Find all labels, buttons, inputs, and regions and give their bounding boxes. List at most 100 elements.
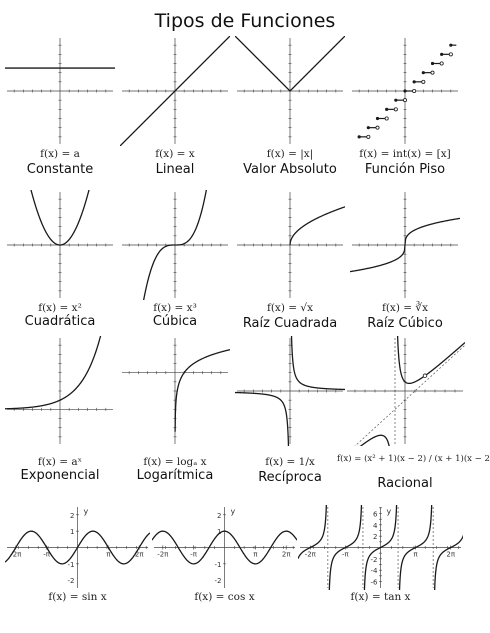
name-reciproca: Recíproca xyxy=(258,470,322,485)
graph-tangente: 6 4 2 -2 -4 -6 -2π -π π 2π y f(x) = tan x xyxy=(298,505,463,605)
plot-raiz-cuadrada xyxy=(237,192,345,298)
graph-constante: f(x) = a Constante xyxy=(5,36,115,181)
formula-racional: f(x) = (x² + 1)(x − 2) / (x + 1)(x − 2) xyxy=(337,454,490,464)
graph-cuadratica: f(x) = x² Cuadrática xyxy=(5,190,115,335)
formula-exponencial: f(x) = aˣ xyxy=(37,456,83,468)
curve-reciproca-left xyxy=(235,391,290,446)
step-open-dot xyxy=(375,125,380,130)
formula-reciproca: f(x) = 1/x xyxy=(265,456,315,468)
plot-seno: 2 1 -1 -2 -2π -π π 2π y xyxy=(5,507,150,588)
graph-exponencial: f(x) = aˣ Exponencial xyxy=(5,336,115,486)
y-tick-label: -2 xyxy=(215,577,222,585)
y-tick-label: 4 xyxy=(373,522,378,530)
formula-valor-absoluto: f(x) = |x| xyxy=(266,148,314,160)
x-tick-label: 2π xyxy=(135,551,144,559)
formula-seno: f(x) = sin x xyxy=(48,591,107,603)
name-raiz-cubica: Raíz Cúbico xyxy=(367,316,443,331)
graph-raiz-cuadrada: f(x) = √x Raíz Cuadrada xyxy=(235,190,345,335)
graph-funcion-piso: f(x) = int(x) = [x] Función Piso xyxy=(350,36,460,181)
step-open-dot xyxy=(366,134,371,139)
y-tick-label: -6 xyxy=(371,579,379,587)
step-open-dot xyxy=(403,98,408,103)
step-open-dot xyxy=(439,61,444,66)
plot-logaritmica xyxy=(122,338,230,444)
plot-cubica xyxy=(122,190,228,300)
step-closed-dot xyxy=(357,135,361,139)
curve-tangente-branch xyxy=(363,505,398,590)
formula-cuadratica: f(x) = x² xyxy=(38,302,82,314)
name-constante: Constante xyxy=(26,162,94,177)
name-cuadratica: Cuadrática xyxy=(24,314,96,329)
graph-lineal: f(x) = x Lineal xyxy=(120,36,230,181)
formula-tangente: f(x) = tan x xyxy=(350,591,411,603)
formula-coseno: f(x) = cos x xyxy=(194,591,255,603)
curve-racional-right xyxy=(396,336,465,385)
formula-cubica: f(x) = x³ xyxy=(153,302,197,314)
name-cubica: Cúbica xyxy=(152,314,198,329)
curve-lineal xyxy=(120,36,230,146)
step-closed-dot xyxy=(421,71,425,75)
x-tick-label: -π xyxy=(342,551,350,559)
plot-constante xyxy=(5,38,115,144)
curve-tangente-branch xyxy=(433,536,463,590)
curve-raiz-cubica xyxy=(350,217,460,273)
name-racional: Racional xyxy=(377,476,433,491)
curve-raiz-cuadrada xyxy=(289,206,345,246)
x-tick-label: π xyxy=(106,551,111,559)
plot-racional xyxy=(347,336,465,446)
plot-lineal xyxy=(120,36,230,146)
curve-exponencial xyxy=(5,336,102,410)
plot-cuadratica xyxy=(7,190,113,298)
y-tick-label: -2 xyxy=(68,577,75,585)
name-lineal: Lineal xyxy=(155,162,195,177)
curve-reciproca-right xyxy=(290,336,345,391)
step-closed-dot xyxy=(440,52,444,56)
step-open-dot xyxy=(421,79,426,84)
y-tick-label: 1 xyxy=(217,528,221,536)
graph-reciproca: f(x) = 1/x Recíproca xyxy=(235,336,345,486)
plot-valor-absoluto xyxy=(235,36,345,144)
y-tick-label: 2 xyxy=(373,533,377,541)
graph-coseno: 2 1 -1 -2 -2π -π π 2π y f(x) = cos x xyxy=(152,505,297,605)
graph-raiz-cubica: f(x) = ∛x Raíz Cúbico xyxy=(350,190,460,335)
step-open-dot xyxy=(384,116,389,121)
formula-raiz-cubica: f(x) = ∛x xyxy=(381,302,429,314)
x-tick-label: -2π xyxy=(305,551,317,559)
x-tick-label: -2π xyxy=(10,551,22,559)
curve-cubica xyxy=(142,190,208,300)
curve-seno xyxy=(5,530,150,565)
y-tick-label: 2 xyxy=(70,512,74,520)
step-closed-dot xyxy=(375,116,380,121)
step-open-dot xyxy=(448,52,453,57)
formula-lineal: f(x) = x xyxy=(155,148,195,160)
x-tick-label: -2π xyxy=(157,551,169,559)
step-closed-dot xyxy=(403,89,407,93)
x-tick-label: π xyxy=(253,551,258,559)
formula-constante: f(x) = a xyxy=(40,148,80,160)
formula-raiz-cuadrada: f(x) = √x xyxy=(266,302,314,314)
step-closed-dot xyxy=(412,80,416,84)
plot-raiz-cubica xyxy=(350,192,460,298)
y-axis-label: y xyxy=(84,507,89,516)
x-tick-label: 2π xyxy=(446,551,455,559)
curve-coseno xyxy=(152,530,297,565)
graph-cubica: f(x) = x³ Cúbica xyxy=(120,190,230,335)
y-tick-label: -1 xyxy=(68,561,75,569)
name-logaritmica: Logarítmica xyxy=(136,468,214,483)
plot-reciproca xyxy=(235,336,345,446)
curve-tangente-branch xyxy=(298,505,328,559)
formula-funcion-piso: f(x) = int(x) = [x] xyxy=(359,148,451,160)
name-exponencial: Exponencial xyxy=(20,468,100,483)
step-closed-dot xyxy=(366,126,370,130)
name-raiz-cuadrada: Raíz Cuadrada xyxy=(242,316,338,331)
y-tick-label: 1 xyxy=(70,528,74,536)
name-funcion-piso: Función Piso xyxy=(364,162,446,177)
y-tick-label: 6 xyxy=(373,511,378,519)
plot-funcion-piso xyxy=(352,38,458,144)
y-tick-label: -2 xyxy=(371,556,378,564)
graph-logaritmica: f(x) = logₐ x Logarítmica xyxy=(120,336,230,486)
step-closed-dot xyxy=(385,107,389,111)
y-tick-label: -1 xyxy=(215,561,222,569)
x-tick-label: π xyxy=(413,551,418,559)
